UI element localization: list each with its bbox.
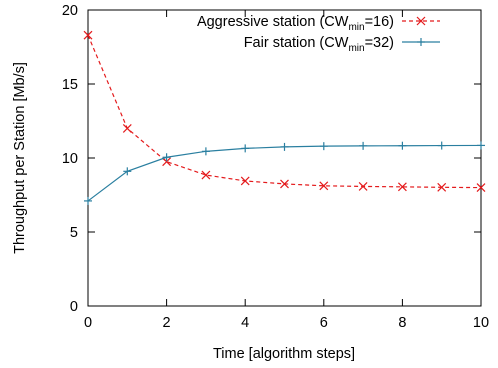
data-point <box>83 30 93 40</box>
legend-label-aggressive: Aggressive station (CWmin=16) <box>197 14 394 33</box>
data-point <box>476 183 486 193</box>
data-point <box>240 176 250 186</box>
data-point <box>241 144 250 153</box>
y-tick-label: 20 <box>62 3 78 19</box>
legend-sample-fair <box>402 38 440 46</box>
data-point <box>280 179 289 189</box>
series-lines <box>83 30 486 205</box>
x-tick-label: 10 <box>473 315 489 331</box>
x-tick-label: 2 <box>163 315 171 331</box>
data-point <box>358 181 368 191</box>
x-axis-label: Time [algorithm steps] <box>213 346 355 362</box>
y-axis-label: Throughput per Station [Mb/s] <box>12 62 28 254</box>
x-tick-label: 6 <box>320 315 328 331</box>
y-tick-label: 5 <box>70 225 78 241</box>
x-tick-label: 0 <box>84 315 92 331</box>
data-point <box>201 170 211 180</box>
data-point <box>84 196 92 205</box>
legend-marker <box>416 16 426 26</box>
y-tick-label: 0 <box>70 299 78 315</box>
legend-label-fair: Fair station (CWmin=32) <box>244 35 394 54</box>
x-tick-label: 8 <box>398 315 406 331</box>
legend: Aggressive station (CWmin=16) Fair stati… <box>197 14 440 54</box>
plot-frame <box>87 9 482 307</box>
data-point <box>437 141 446 150</box>
x-tick-label: 4 <box>241 315 249 331</box>
data-point <box>162 157 172 167</box>
data-point <box>162 153 171 162</box>
series-line-1 <box>87 144 482 202</box>
y-tick-label: 10 <box>62 151 78 167</box>
data-point <box>398 141 407 150</box>
axis-ticks: 0 5 10 15 20 0 2 4 6 8 10 <box>62 3 489 331</box>
data-point <box>437 182 447 192</box>
data-point <box>123 167 132 176</box>
data-point <box>477 141 485 150</box>
legend-marker <box>417 38 425 46</box>
data-point <box>280 142 289 151</box>
y-tick-label: 15 <box>62 77 78 93</box>
data-point <box>319 181 329 191</box>
data-point <box>319 142 328 151</box>
data-point <box>359 141 368 150</box>
data-point <box>201 147 210 156</box>
data-point <box>397 182 407 192</box>
legend-sample-aggressive <box>402 16 440 26</box>
data-point <box>122 123 132 133</box>
